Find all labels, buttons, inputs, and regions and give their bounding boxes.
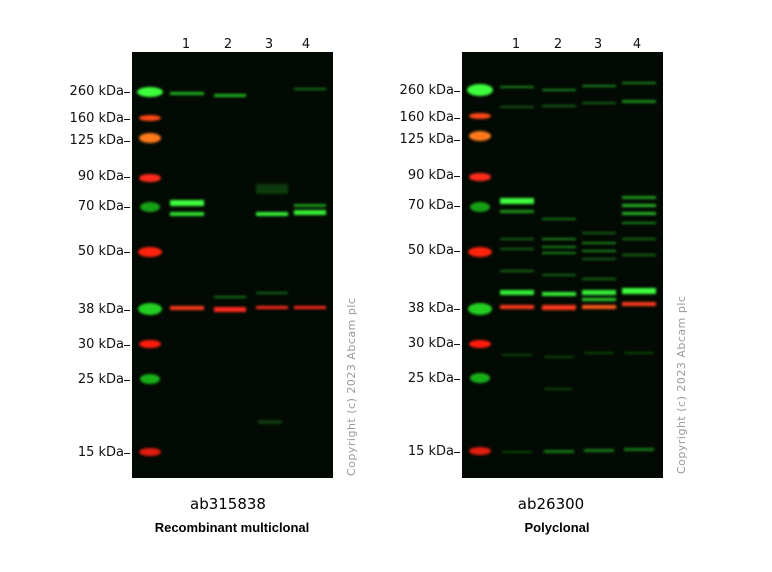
tick-160-left xyxy=(124,119,130,120)
antibody-id-right: ab26300 xyxy=(517,495,585,513)
copyright-right: Copyright (c) 2023 Abcam plc xyxy=(675,295,688,474)
marker-160-right: 160 kDa xyxy=(399,110,454,125)
marker-15-right: 15 kDa xyxy=(407,444,454,459)
lane-2-bands-left xyxy=(214,94,246,312)
lane-label-4-left: 4 xyxy=(301,37,311,52)
marker-70-right: 70 kDa xyxy=(407,198,454,213)
lane-4-bands-left xyxy=(294,88,326,309)
blot-panel-left xyxy=(132,52,333,478)
marker-260-right: 260 kDa xyxy=(399,83,454,98)
marker-38-left: 38 kDa xyxy=(77,302,124,317)
tick-38-right xyxy=(454,309,460,310)
lane-3-bands-right xyxy=(582,85,616,452)
tick-260-right xyxy=(454,91,460,92)
marker-15-left: 15 kDa xyxy=(77,445,124,460)
marker-50-left: 50 kDa xyxy=(77,244,124,259)
lane-label-1-left: 1 xyxy=(181,37,191,52)
marker-25-left: 25 kDa xyxy=(77,372,124,387)
lane-label-1-right: 1 xyxy=(511,37,521,52)
tick-38-left xyxy=(124,310,130,311)
lane-4-bands-right xyxy=(622,82,656,451)
tick-50-left xyxy=(124,252,130,253)
marker-70-left: 70 kDa xyxy=(77,199,124,214)
tick-90-left xyxy=(124,177,130,178)
marker-38-right: 38 kDa xyxy=(407,301,454,316)
tick-30-right xyxy=(454,344,460,345)
tick-90-right xyxy=(454,176,460,177)
tick-125-left xyxy=(124,141,130,142)
lane-label-2-right: 2 xyxy=(553,37,563,52)
tick-25-left xyxy=(124,380,130,381)
ladder-bands-right xyxy=(467,84,493,455)
blot-image-left xyxy=(132,52,333,478)
marker-50-right: 50 kDa xyxy=(407,243,454,258)
lane-2-bands-right xyxy=(542,89,576,453)
antibody-type-left: Recombinant multiclonal xyxy=(154,520,310,535)
antibody-type-right: Polyclonal xyxy=(524,520,590,535)
antibody-id-left: ab315838 xyxy=(190,495,266,513)
lane-1-bands-right xyxy=(500,86,534,453)
lane-3-bands-left xyxy=(256,184,288,424)
tick-25-right xyxy=(454,379,460,380)
tick-15-left xyxy=(124,453,130,454)
marker-90-left: 90 kDa xyxy=(77,169,124,184)
tick-70-right xyxy=(454,206,460,207)
blot-image-right xyxy=(462,52,663,478)
marker-25-right: 25 kDa xyxy=(407,371,454,386)
lane-label-4-right: 4 xyxy=(632,37,642,52)
marker-160-left: 160 kDa xyxy=(69,111,124,126)
marker-30-right: 30 kDa xyxy=(407,336,454,351)
lane-label-3-left: 3 xyxy=(264,37,274,52)
tick-30-left xyxy=(124,345,130,346)
lane-label-3-right: 3 xyxy=(593,37,603,52)
tick-125-right xyxy=(454,140,460,141)
tick-160-right xyxy=(454,118,460,119)
tick-50-right xyxy=(454,251,460,252)
tick-70-left xyxy=(124,207,130,208)
marker-90-right: 90 kDa xyxy=(407,168,454,183)
marker-125-left: 125 kDa xyxy=(69,133,124,148)
lane-1-bands-left xyxy=(170,92,204,310)
marker-125-right: 125 kDa xyxy=(399,132,454,147)
lane-label-2-left: 2 xyxy=(223,37,233,52)
ladder-bands-left xyxy=(137,87,163,456)
blot-panel-right xyxy=(462,52,663,478)
marker-30-left: 30 kDa xyxy=(77,337,124,352)
tick-260-left xyxy=(124,92,130,93)
tick-15-right xyxy=(454,452,460,453)
marker-260-left: 260 kDa xyxy=(69,84,124,99)
